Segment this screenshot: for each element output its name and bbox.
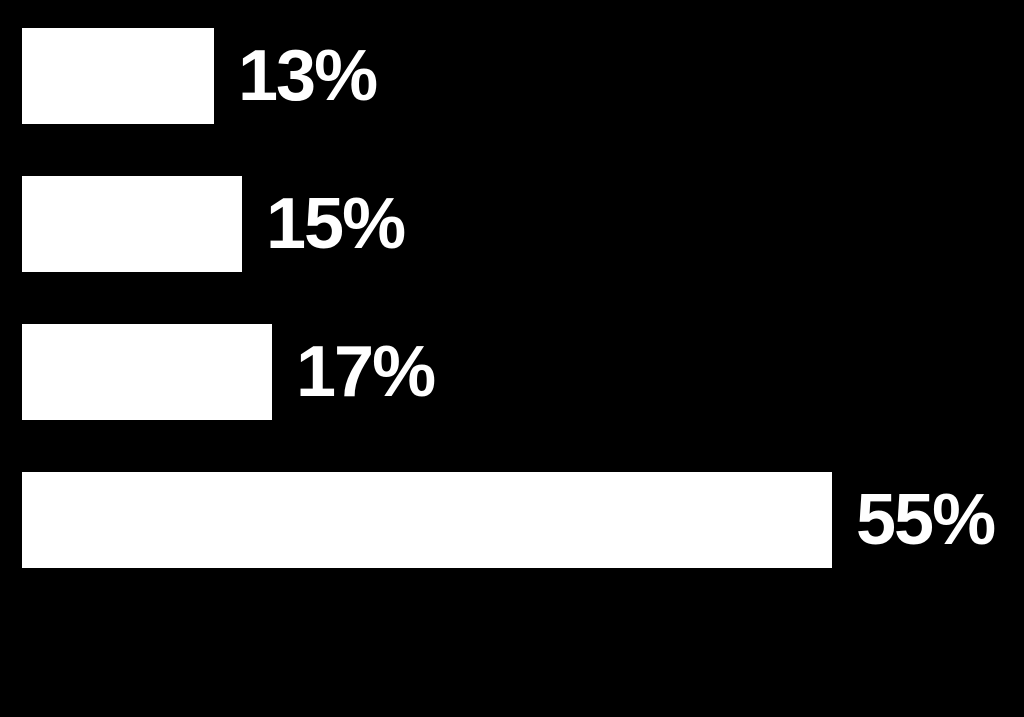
bar-row: 13% (22, 28, 1002, 124)
bar-row: 55% (22, 472, 1002, 568)
bar-label: 15% (266, 183, 404, 265)
bar-segment (22, 28, 214, 124)
horizontal-bar-chart: 13% 15% 17% 55% (0, 0, 1024, 717)
bar-row: 15% (22, 176, 1002, 272)
bar-segment (22, 176, 242, 272)
bar-segment (22, 324, 272, 420)
bar-label: 55% (856, 479, 994, 561)
bar-label: 13% (238, 35, 376, 117)
bar-label: 17% (296, 331, 434, 413)
bar-row: 17% (22, 324, 1002, 420)
bar-segment (22, 472, 832, 568)
